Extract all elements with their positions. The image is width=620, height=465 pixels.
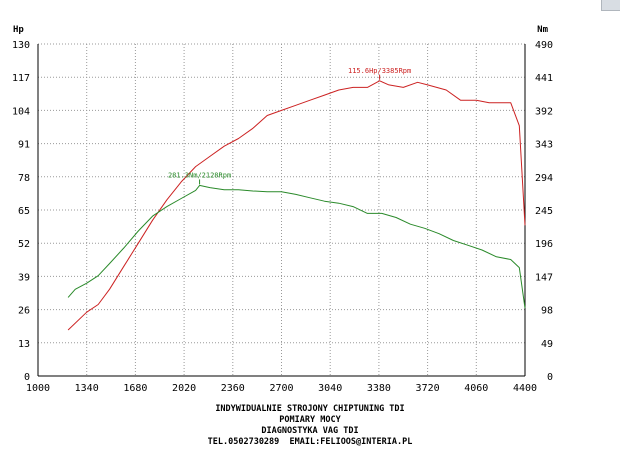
x-tick-label: 3720 [416,383,440,394]
left-tick-label: 91 [18,140,30,151]
x-tick-label: 2360 [221,383,245,394]
chart-series [67,80,526,331]
x-tick-label: 2700 [269,383,293,394]
x-axis-ticks: 1000 1340 1680 2020 2360 2700 3040 3380 3720 4060… [26,383,537,394]
left-tick-label: 65 [18,206,30,217]
x-tick-label: 3040 [318,383,342,394]
dyno-chart: 1000 1340 1680 2020 2360 2700 3040 3380 3720 4060… [12,25,553,394]
torque-curve [67,184,526,309]
right-axis-ticks: 0 49 98 147 196 245 294 343 392 441 490 [535,40,553,383]
right-tick-label: 196 [535,239,553,250]
x-tick-label: 1340 [75,383,99,394]
right-tick-label: 441 [535,73,553,84]
right-tick-label: 0 [547,372,553,383]
window-corner-mark [601,0,620,11]
annotation-label: 281.3Nm/2128Rpm [168,171,231,179]
chart-annotations: 115.6Hp/3385Rpm 281.3Nm/2128Rpm [168,67,411,185]
right-tick-label: 392 [535,106,553,117]
left-tick-label: 39 [18,272,30,283]
left-tick-label: 78 [18,173,30,184]
caption-line-3: DIAGNOSTYKA VAG TDI [261,426,359,436]
x-tick-label: 1680 [123,383,147,394]
caption-line-4: TEL.0502730289 EMAIL:FELIOOS@INTERIA.PL [207,437,413,447]
right-tick-label: 490 [535,40,553,51]
right-tick-label: 98 [541,306,553,317]
right-unit-label: Nm [537,25,548,35]
caption-line-1: INDYWIDUALNIE STROJONY CHIPTUNING TDI [215,404,405,414]
right-tick-label: 49 [541,339,553,350]
right-tick-label: 294 [535,173,553,184]
x-tick-label: 4060 [464,383,488,394]
left-axis-ticks: 0 13 26 39 52 65 78 91 104 117 130 [12,40,30,383]
power-curve [67,80,526,331]
left-tick-label: 117 [12,73,30,84]
x-tick-label: 4400 [513,383,537,394]
axis-units: Hp Nm [13,25,549,35]
left-unit-label: Hp [13,25,24,35]
left-tick-label: 130 [12,40,30,51]
left-tick-label: 52 [18,239,30,250]
left-tick-label: 104 [12,106,30,117]
right-tick-label: 343 [535,140,553,151]
x-tick-label: 2020 [172,383,196,394]
x-tick-label: 1000 [26,383,50,394]
left-tick-label: 26 [18,306,30,317]
left-tick-label: 0 [24,372,30,383]
caption-block: INDYWIDUALNIE STROJONY CHIPTUNING TDI PO… [0,404,620,448]
annotation-label: 115.6Hp/3385Rpm [348,67,411,75]
right-tick-label: 245 [535,206,553,217]
right-tick-label: 147 [535,272,553,283]
caption-line-2: POMIARY MOCY [279,415,341,425]
grid-lines [37,43,526,377]
x-tick-label: 3380 [367,383,391,394]
left-tick-label: 13 [18,339,30,350]
